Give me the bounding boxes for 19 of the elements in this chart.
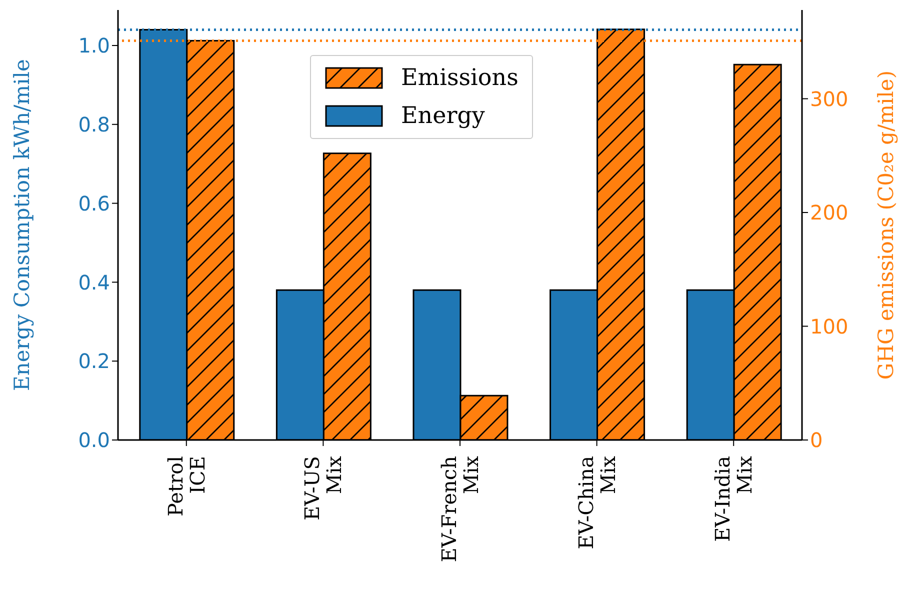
y2-tick-label: 300 bbox=[810, 86, 848, 111]
y2-axis-title: GHG emissions (C0₂e g/mile) bbox=[874, 70, 898, 380]
x-tick-label: Petrol ICE bbox=[163, 456, 210, 516]
legend-label: Energy bbox=[401, 103, 485, 129]
x-tick-label: EV-India Mix bbox=[710, 455, 757, 542]
x-tick-label: EV-US Mix bbox=[300, 455, 346, 521]
y2-tick-label: 100 bbox=[810, 314, 848, 338]
y-tick-label: 0.4 bbox=[78, 270, 110, 294]
y-axis-title: Energy Consumption kWh/mile bbox=[10, 59, 34, 391]
y2-tick-label: 0 bbox=[810, 428, 823, 452]
x-tick-label: EV-China Mix bbox=[574, 455, 620, 550]
y-tick-label: 0.6 bbox=[78, 191, 110, 216]
y-tick-label: 0.2 bbox=[78, 349, 110, 374]
y-tick-label: 1.0 bbox=[78, 34, 110, 58]
y-tick-label: 0.8 bbox=[78, 112, 110, 137]
x-tick-label: EV-French Mix bbox=[437, 455, 483, 562]
y2-tick-label: 200 bbox=[810, 200, 848, 225]
legend-label: Emissions bbox=[401, 65, 518, 91]
y-tick-label: 0.0 bbox=[78, 428, 110, 452]
